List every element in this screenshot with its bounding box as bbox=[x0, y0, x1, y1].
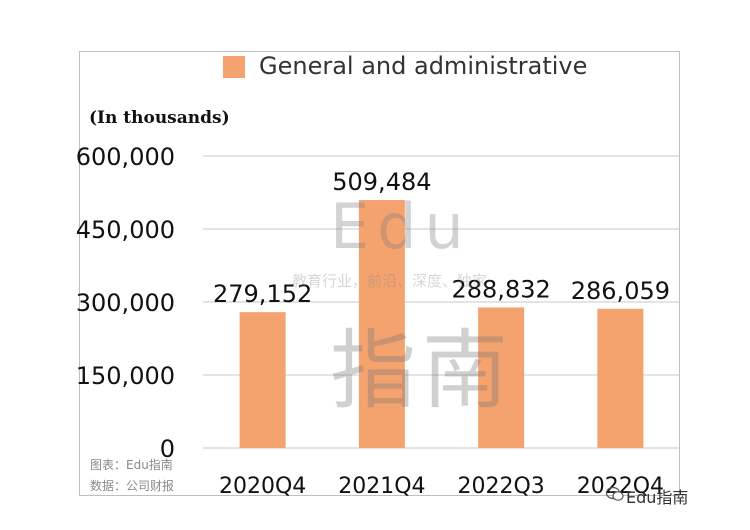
y-tick-label: 450,000 bbox=[76, 216, 175, 244]
chart-frame bbox=[79, 51, 680, 496]
watermark-cn: 指南 bbox=[330, 321, 514, 421]
watermark-tagline: 教育行业，前沿、深度、独家 bbox=[292, 272, 488, 290]
units-note: (In thousands) bbox=[89, 108, 230, 128]
bar bbox=[597, 308, 644, 448]
wechat-icon bbox=[606, 486, 624, 501]
watermark-edu: Edu bbox=[330, 190, 472, 263]
y-tick-label: 0 bbox=[160, 435, 175, 463]
y-tick-label: 600,000 bbox=[76, 143, 175, 171]
brand-label: Edu指南 bbox=[626, 488, 689, 507]
legend-swatch bbox=[223, 56, 245, 78]
y-tick-label: 150,000 bbox=[76, 362, 175, 390]
data-label: 509,484 bbox=[332, 168, 431, 196]
x-tick-label: 2020Q4 bbox=[219, 474, 306, 499]
y-tick-label: 300,000 bbox=[76, 289, 175, 317]
data-label: 288,832 bbox=[452, 275, 551, 303]
x-tick-label: 2021Q4 bbox=[338, 474, 425, 499]
legend-label: General and administrative bbox=[259, 52, 588, 80]
bar bbox=[239, 312, 286, 448]
data-source-note: 数据：公司财报 bbox=[90, 479, 175, 493]
data-label: 279,152 bbox=[213, 280, 312, 308]
data-label: 286,059 bbox=[571, 277, 670, 305]
x-tick-label: 2022Q3 bbox=[457, 474, 544, 499]
bar bbox=[358, 200, 405, 448]
chart-source-note: 图表：Edu指南 bbox=[90, 458, 173, 472]
bar bbox=[478, 307, 525, 448]
